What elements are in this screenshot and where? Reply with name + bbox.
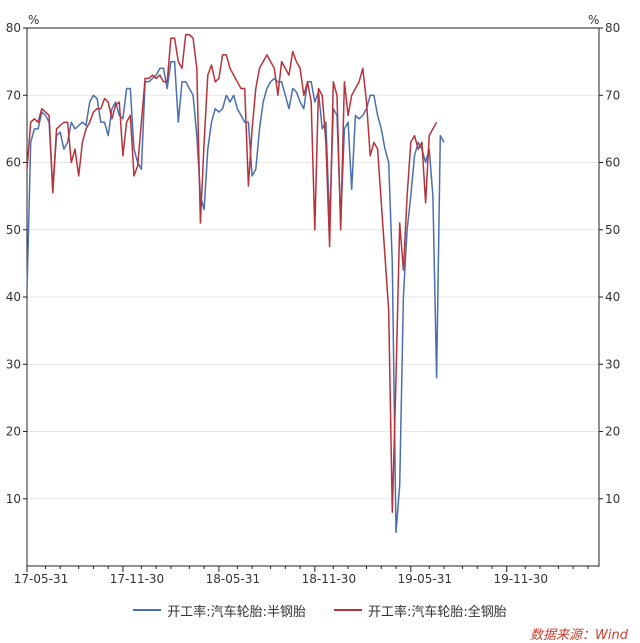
y-left-tick-label-80: 80 [6,21,21,35]
series-lines [26,33,445,534]
x-tick-label-18-11-30: 18-11-30 [302,572,356,586]
y-left-tick-label-70: 70 [6,88,21,102]
y-left-tick-label-20: 20 [6,425,21,439]
y-left-tick-label-60: 60 [6,156,21,170]
right-y-axis: 10 20 30 40 50 60 70 80 [599,21,620,506]
y-left-tick-label-10: 10 [6,492,21,506]
x-tick-label-19-05-31: 19-05-31 [398,572,452,586]
x-tick-label-17-11-30: 17-11-30 [110,572,164,586]
legend-item-semi-steel: 开工率:汽车轮胎:半钢胎 [133,600,306,620]
y-right-tick-label-80: 80 [605,21,620,35]
y-right-tick-label-70: 70 [605,88,620,102]
y-right-tick-label-10: 10 [605,492,620,506]
right-unit-label: % [588,13,599,27]
legend: 开工率:汽车轮胎:半钢胎 开工率:汽车轮胎:全钢胎 [0,600,640,620]
legend-swatch-all-steel [334,609,362,611]
left-unit-label: % [28,13,39,27]
gridlines [27,27,599,500]
y-right-tick-label-50: 50 [605,223,620,237]
source-note: 数据来源：Wind [530,628,628,643]
legend-swatch-semi-steel [133,609,162,611]
y-right-tick-label-30: 30 [605,357,620,371]
x-tick-label-17-05-31: 17-05-31 [14,572,68,586]
x-tick-label-18-05-31: 18-05-31 [206,572,260,586]
legend-label-all-steel: 开工率:汽车轮胎:全钢胎 [368,604,507,620]
y-left-tick-label-50: 50 [6,223,21,237]
y-left-tick-label-40: 40 [6,290,21,304]
line-chart: % % 10 20 30 40 50 60 70 80 10 20 30 40 50 60 70 80 17… [6,13,621,586]
series-line-all-steel [26,33,438,513]
legend-label-semi-steel: 开工率:汽车轮胎:半钢胎 [167,604,306,620]
left-y-axis: 10 20 30 40 50 60 70 80 [6,21,27,506]
y-right-tick-label-60: 60 [605,156,620,170]
y-right-tick-label-40: 40 [605,290,620,304]
y-right-tick-label-20: 20 [605,425,620,439]
y-left-tick-label-30: 30 [6,357,21,371]
legend-item-all-steel: 开工率:汽车轮胎:全钢胎 [334,600,507,620]
x-tick-label-19-11-30: 19-11-30 [494,572,548,586]
x-axis: 17-05-31 17-11-30 18-05-31 18-11-30 19-05-31… [14,566,589,586]
series-line-semi-steel [26,60,445,534]
